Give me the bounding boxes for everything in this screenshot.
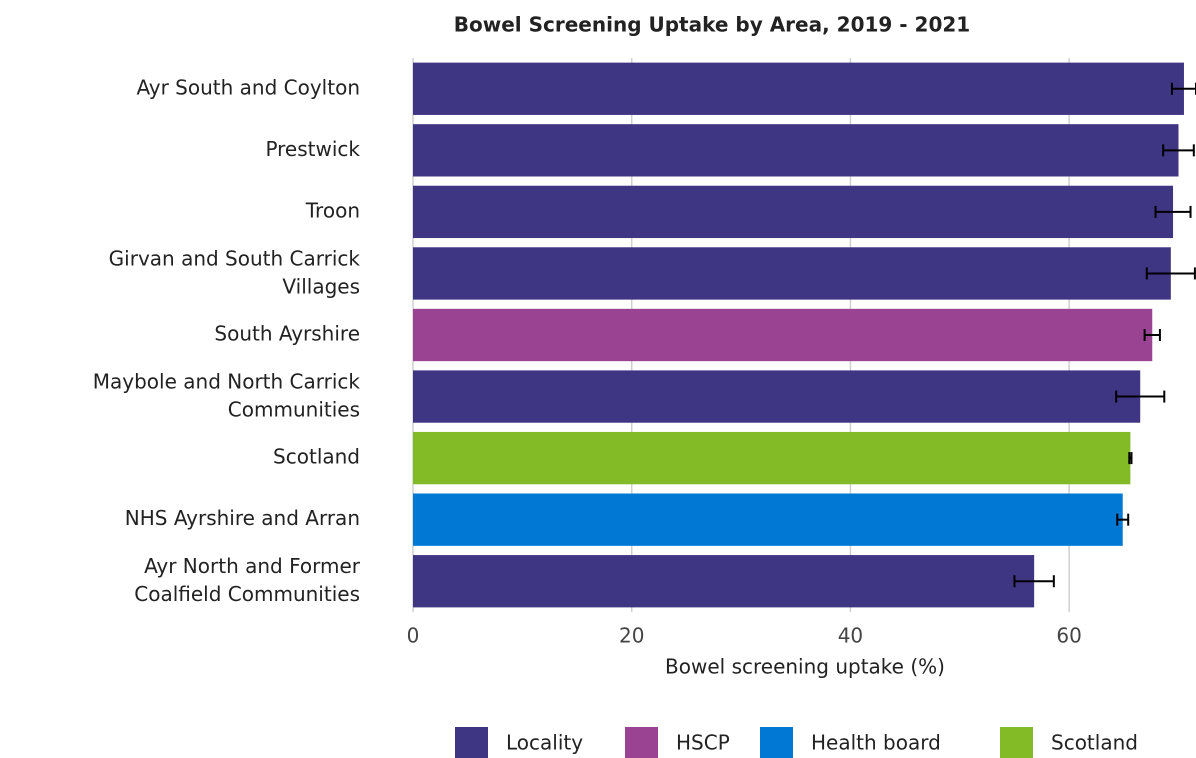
legend-swatch	[760, 727, 793, 758]
bar	[413, 431, 1131, 485]
error-bar	[1116, 513, 1130, 526]
bar	[413, 124, 1179, 177]
legend-swatch	[625, 727, 658, 758]
legend-swatch	[455, 727, 488, 758]
error-bar	[1128, 452, 1133, 465]
bar	[413, 247, 1171, 300]
y-tick-label: Girvan and South Carrick Villages	[109, 246, 361, 298]
y-tick-label: South Ayrshire	[214, 322, 360, 346]
x-tick-label: 60	[1056, 624, 1081, 648]
error-bar	[1013, 575, 1055, 588]
legend-label: Health board	[811, 731, 941, 755]
error-bar	[1162, 144, 1195, 157]
legend-label: Locality	[506, 731, 583, 755]
bar	[413, 62, 1184, 115]
x-tick-label: 0	[407, 624, 420, 648]
y-tick-label: Scotland	[273, 445, 360, 469]
chart-title: Bowel Screening Uptake by Area, 2019 - 2…	[454, 13, 970, 37]
y-tick-label: NHS Ayrshire and Arran	[125, 506, 360, 530]
error-bar	[1115, 390, 1166, 403]
y-tick-label: Prestwick	[265, 137, 360, 161]
x-tick-label: 20	[619, 624, 644, 648]
bar	[413, 493, 1123, 546]
legend-swatch	[1000, 727, 1033, 758]
error-bar	[1170, 82, 1196, 95]
bar	[413, 185, 1174, 239]
y-tick-label: Maybole and North Carrick Communities	[93, 369, 361, 421]
error-bar	[1145, 267, 1196, 280]
x-tick-label: 40	[838, 624, 863, 648]
legend-label: HSCP	[676, 731, 730, 755]
x-axis-title: Bowel screening uptake (%)	[665, 655, 945, 679]
y-tick-label: Ayr North and Former Coalfield Communitie…	[134, 554, 361, 606]
bar	[413, 555, 1035, 608]
error-bar	[1143, 329, 1161, 341]
y-tick-label: Ayr South and Coylton	[136, 75, 360, 99]
bar	[413, 370, 1141, 423]
error-bar	[1154, 205, 1192, 218]
legend-label: Scotland	[1051, 731, 1138, 755]
y-tick-label: Troon	[305, 198, 360, 222]
bar	[413, 308, 1153, 362]
